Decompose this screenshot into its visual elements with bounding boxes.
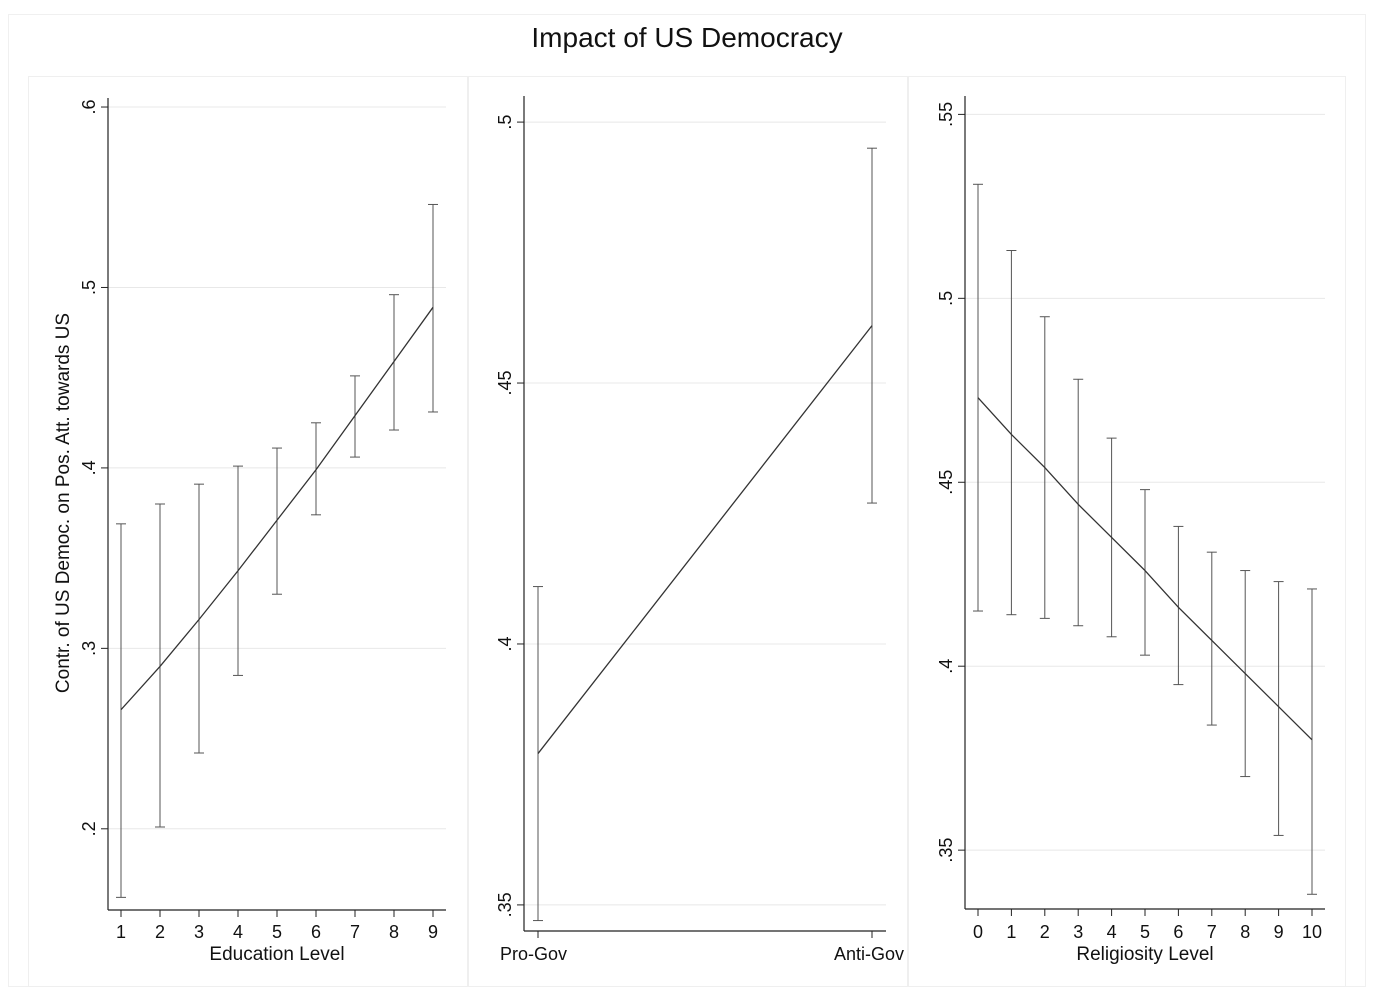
series-line: [120, 306, 434, 711]
series-line: [977, 397, 1313, 741]
y-tick-label: .2: [79, 821, 99, 836]
x-tick-label: 10: [1302, 922, 1322, 942]
panel-religiosity-background: [908, 76, 1346, 987]
x-tick-label: 3: [1073, 922, 1083, 942]
x-tick-label: 3: [194, 922, 204, 942]
x-tick-label: 9: [428, 922, 438, 942]
y-tick-label: .5: [936, 291, 956, 306]
y-tick-label: .35: [495, 892, 515, 917]
y-tick-label: .45: [936, 470, 956, 495]
y-tick-label: .3: [79, 641, 99, 656]
x-tick-label: 1: [116, 922, 126, 942]
x-tick-label: 7: [1207, 922, 1217, 942]
y-tick-label: .45: [495, 371, 515, 396]
x-tick-label: Pro-Gov: [500, 944, 567, 964]
chart-title: Impact of US Democracy: [531, 22, 843, 53]
x-tick-label: 6: [311, 922, 321, 942]
plot-religiosity: .35 .4 .45 .5 .55 0 1 2 3 4 5 6 7 8 9 10 Religiosity Lev…: [936, 96, 1325, 965]
plot-education: .2 .3 .4 .5 .6 1 2 3 4 5 6 7 8 9 Education Level Contr.…: [53, 98, 446, 965]
x-tick-label: 7: [350, 922, 360, 942]
x-tick-label: 2: [1040, 922, 1050, 942]
x-tick-label: 4: [1107, 922, 1117, 942]
x-tick-label: 1: [1006, 922, 1016, 942]
x-tick-label: 6: [1173, 922, 1183, 942]
x-tick-label: 2: [155, 922, 165, 942]
y-tick-label: .4: [79, 460, 99, 475]
x-tick-label: 0: [973, 922, 983, 942]
y-tick-label: .5: [495, 115, 515, 130]
y-tick-label: .35: [936, 838, 956, 863]
x-tick-label: Anti-Gov: [834, 944, 904, 964]
x-tick-label: 5: [272, 922, 282, 942]
y-tick-label: .4: [936, 659, 956, 674]
y-tick-label: .4: [495, 636, 515, 651]
y-tick-label: .6: [79, 100, 99, 115]
x-axis-label: Education Level: [209, 944, 344, 965]
x-tick-label: 8: [389, 922, 399, 942]
x-axis-label: Religiosity Level: [1076, 944, 1213, 965]
plot-government: .35 .4 .45 .5 Pro-Gov Anti-Gov: [495, 96, 904, 964]
y-axis-label: Contr. of US Democ. on Pos. Att. towards…: [53, 313, 74, 693]
x-tick-label: 8: [1240, 922, 1250, 942]
x-tick-label: 9: [1274, 922, 1284, 942]
x-tick-label: 5: [1140, 922, 1150, 942]
y-tick-label: .5: [79, 280, 99, 295]
y-tick-label: .55: [936, 102, 956, 127]
series-line: [537, 325, 873, 754]
x-tick-label: 4: [233, 922, 243, 942]
panel-education-background: [28, 76, 468, 987]
